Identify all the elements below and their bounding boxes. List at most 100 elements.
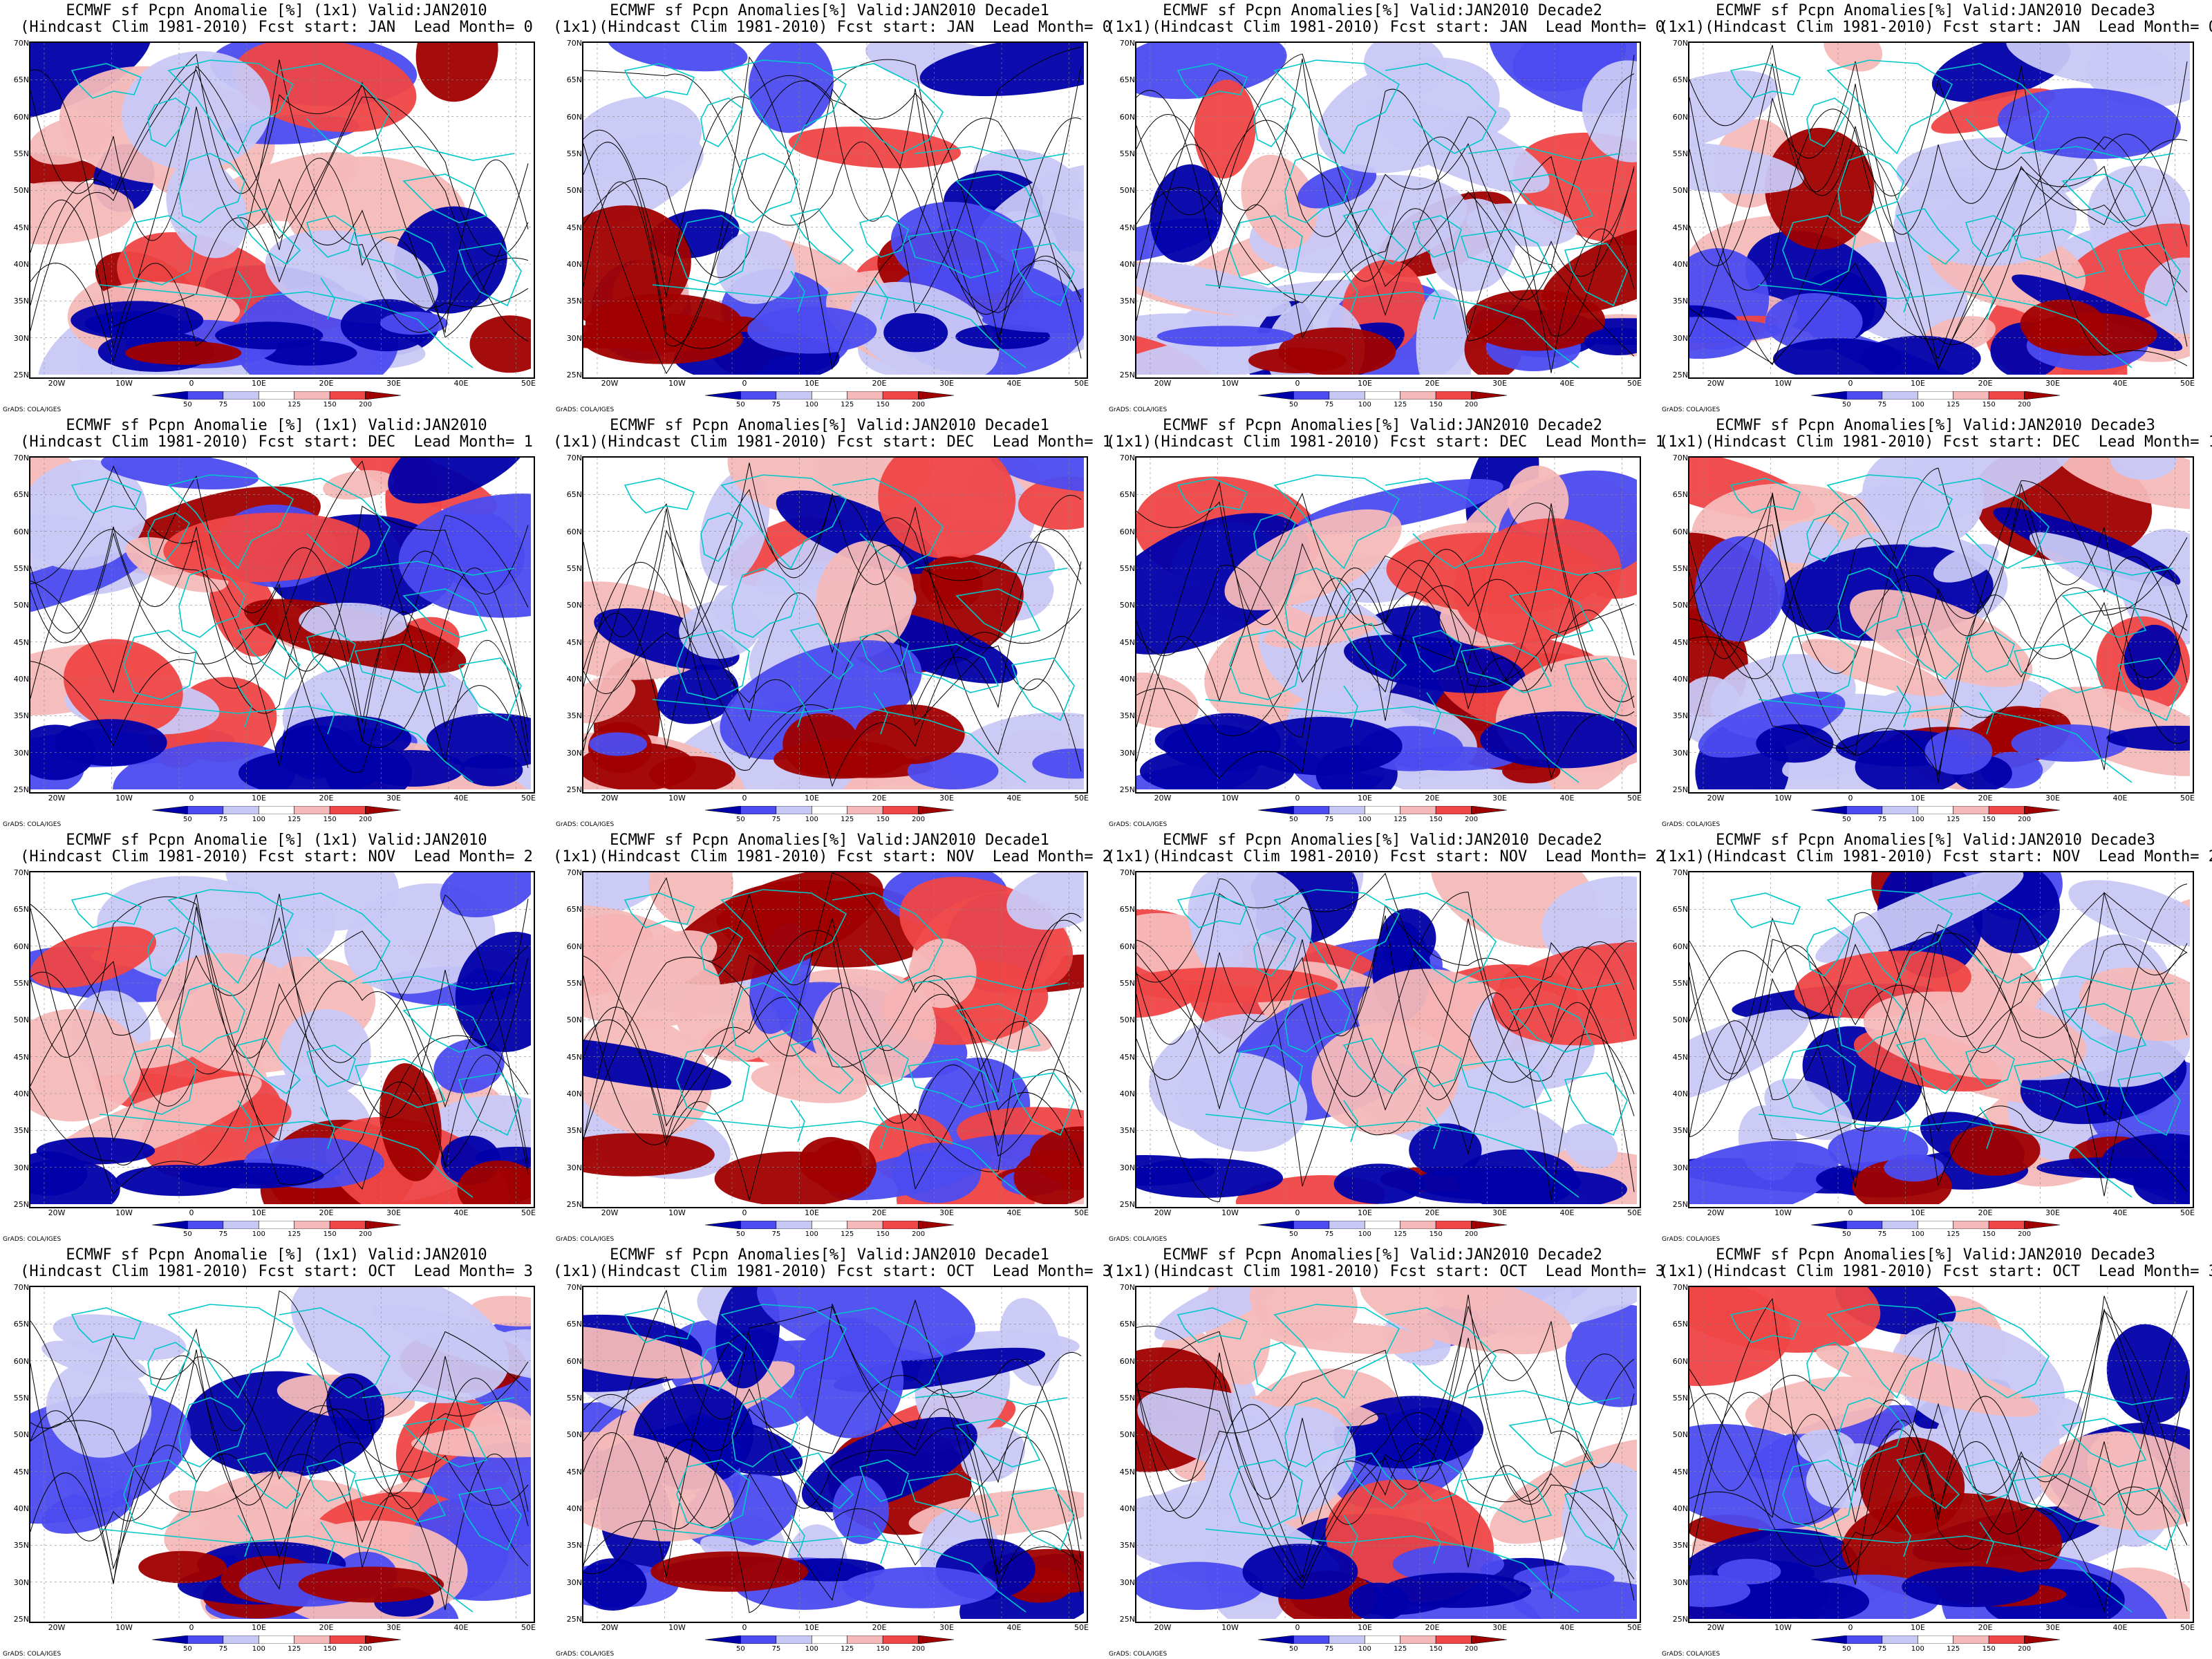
anomaly-blob bbox=[1248, 348, 1347, 374]
coastline bbox=[1273, 59, 1400, 155]
contour-line bbox=[583, 59, 1082, 352]
anomaly-map bbox=[1135, 871, 1641, 1208]
colorbar-level-label: 125 bbox=[1947, 1645, 1960, 1653]
coastline bbox=[147, 512, 191, 563]
longitude-label: 20E bbox=[1425, 379, 1440, 388]
contour-line bbox=[1689, 467, 2188, 756]
panel-subtitle: (Hindcast Clim 1981-2010) Fcst start: JA… bbox=[20, 19, 533, 36]
anomaly-map bbox=[1135, 41, 1641, 379]
anomaly-blob bbox=[1902, 1566, 2040, 1608]
coastline bbox=[147, 927, 191, 977]
latitude-label: 70N bbox=[13, 39, 29, 48]
anomaly-blob bbox=[1333, 1163, 1425, 1204]
coastline bbox=[237, 1100, 252, 1143]
grads-credit: GrADS: COLA/IGES bbox=[556, 1651, 615, 1658]
latitude-label: 45N bbox=[1119, 223, 1135, 232]
coastline bbox=[2076, 733, 2133, 783]
longitude-label: 40E bbox=[2112, 1623, 2128, 1632]
latitude-label: 25N bbox=[13, 1615, 29, 1624]
coastline bbox=[1508, 174, 1594, 223]
panel-subtitle: (1x1)(Hindcast Clim 1981-2010) Fcst star… bbox=[553, 433, 1112, 451]
contour-line bbox=[583, 1358, 1082, 1539]
latitude-label: 65N bbox=[566, 905, 582, 915]
contour-line bbox=[1136, 549, 1635, 736]
anomaly-blob bbox=[1465, 289, 1606, 351]
anomaly-blob bbox=[716, 231, 796, 304]
longitude-label: 20E bbox=[872, 379, 887, 388]
contour-line bbox=[1136, 1306, 1635, 1525]
anomaly-field bbox=[30, 43, 531, 375]
anomaly-map bbox=[1135, 456, 1641, 794]
latitude-label: 55N bbox=[566, 564, 582, 573]
coastline bbox=[402, 174, 488, 223]
anomaly-blob bbox=[433, 1039, 505, 1094]
coastline bbox=[71, 1307, 142, 1343]
longitude-label: 50E bbox=[1074, 794, 1089, 803]
latitude-label: 70N bbox=[1119, 39, 1135, 48]
panel-subtitle: (1x1)(Hindcast Clim 1981-2010) Fcst star… bbox=[553, 848, 1112, 865]
anomaly-blob bbox=[166, 159, 247, 259]
anomaly-field bbox=[30, 872, 531, 1204]
contour-line bbox=[583, 872, 1082, 1201]
coastline bbox=[147, 1342, 191, 1392]
anomaly-blob bbox=[1584, 327, 1637, 355]
latitude-label: 45N bbox=[13, 637, 29, 647]
longitude-label: 50E bbox=[2180, 1623, 2195, 1632]
latitude-label: 55N bbox=[1119, 564, 1135, 573]
colorbar-level-label: 200 bbox=[912, 816, 926, 823]
longitude-label: 10W bbox=[1221, 1208, 1239, 1217]
longitude-label: 30E bbox=[1492, 379, 1507, 388]
colorbar-level-label: 75 bbox=[1324, 401, 1334, 409]
grads-credit: GrADS: COLA/IGES bbox=[556, 821, 615, 828]
anomaly-field bbox=[1689, 872, 2190, 1204]
contour-line bbox=[30, 460, 529, 763]
coastline bbox=[1284, 1397, 1351, 1468]
anomaly-blob bbox=[379, 1063, 442, 1181]
coastline bbox=[1965, 215, 2015, 258]
coastline bbox=[1806, 512, 1850, 563]
latitude-label: 30N bbox=[13, 1577, 29, 1587]
longitude-label: 30E bbox=[386, 1208, 401, 1217]
coastline bbox=[167, 59, 294, 155]
latitude-label: 30N bbox=[566, 333, 582, 343]
latitude-label: 55N bbox=[1119, 149, 1135, 158]
coastline bbox=[123, 215, 197, 285]
contour-line bbox=[583, 975, 1082, 1167]
latitude-label: 45N bbox=[566, 637, 582, 647]
anomaly-blob bbox=[1360, 1287, 1573, 1355]
latitude-label: 50N bbox=[13, 601, 29, 610]
map-panel: ECMWF sf Pcpn Anomalies[%] Valid:JAN2010… bbox=[553, 1244, 1112, 1659]
contour-line bbox=[1136, 904, 1635, 1080]
coastline bbox=[2061, 588, 2147, 638]
longitude-label: 0 bbox=[189, 1208, 194, 1217]
contour-line bbox=[1689, 480, 2188, 776]
coastline bbox=[1205, 284, 1524, 320]
coastline bbox=[970, 319, 1027, 368]
colorbar-level-label: 50 bbox=[183, 816, 192, 823]
latitude-label: 50N bbox=[13, 186, 29, 196]
latitude-label: 55N bbox=[1672, 979, 1688, 988]
anomaly-blob bbox=[156, 953, 312, 1060]
coastline bbox=[2021, 1390, 2174, 1405]
anomaly-blob bbox=[583, 1432, 734, 1541]
contour-line bbox=[1689, 1393, 2188, 1550]
anomaly-blob bbox=[1018, 476, 1084, 530]
coastline bbox=[1837, 1397, 1904, 1468]
coastline bbox=[859, 215, 909, 258]
longitude-label: 40E bbox=[453, 1623, 469, 1632]
longitude-label: 20W bbox=[1707, 1623, 1725, 1632]
coastline bbox=[1253, 512, 1297, 563]
anomaly-field bbox=[1136, 872, 1637, 1204]
latitude-label: 60N bbox=[1119, 527, 1135, 536]
longitude-label: 20W bbox=[1154, 1208, 1172, 1217]
coastline bbox=[955, 1418, 1041, 1468]
longitude-label: 20E bbox=[1978, 379, 1993, 388]
panel-subtitle: (1x1)(Hindcast Clim 1981-2010) Fcst star… bbox=[1659, 433, 2212, 451]
contour-line bbox=[583, 46, 1082, 313]
longitude-label: 10W bbox=[115, 794, 133, 803]
anomaly-blob bbox=[30, 926, 157, 988]
colorbar-level-label: 100 bbox=[252, 401, 265, 409]
coastline bbox=[1895, 1452, 1960, 1510]
latitude-label: 70N bbox=[1119, 868, 1135, 877]
contour-line bbox=[30, 69, 529, 334]
